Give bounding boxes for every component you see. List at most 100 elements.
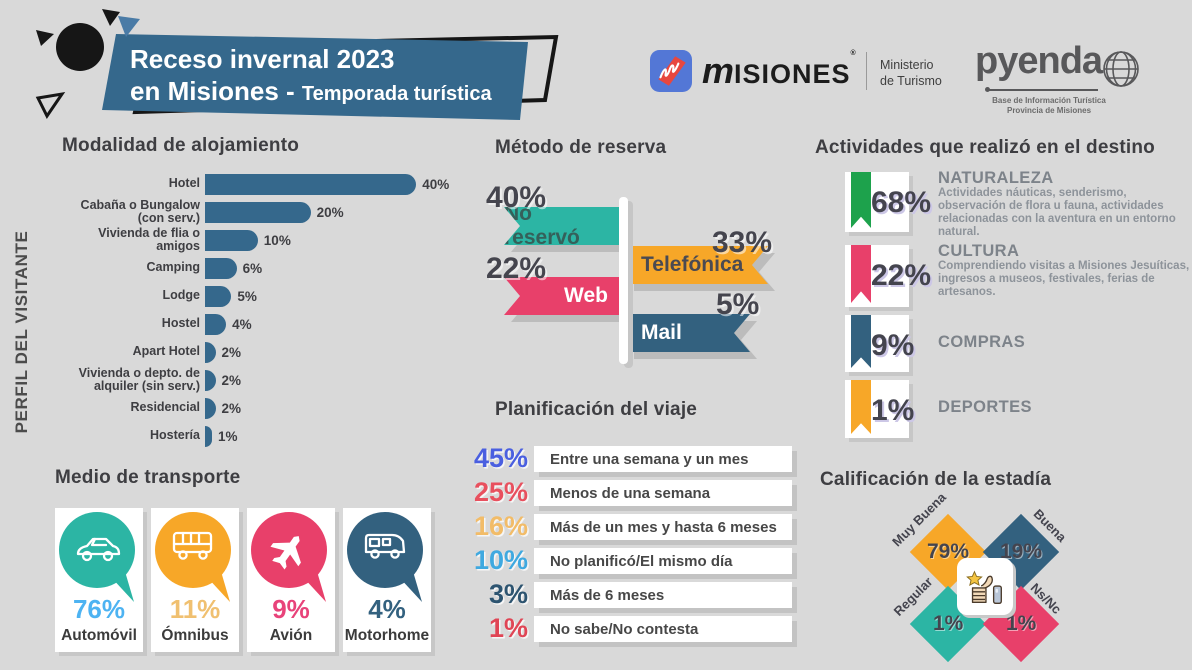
transporte-label: Avión [269,627,313,644]
planificacion-list: 45% Entre una semana y un mes 25% Menos de … [470,443,800,650]
planificacion-bar: Menos de una semana [534,480,792,506]
modalidad-label-line: Hotel [168,176,200,191]
reserva-ribbon: Mail [627,314,750,352]
title-line1: Receso invernal 2023 [130,44,395,74]
reserva-ribbon-label: Mail [641,321,682,344]
globe-icon [1103,51,1139,87]
modalidad-row: Hostería 1% [60,422,480,450]
modalidad-bar [205,285,232,307]
planificacion-bar: Más de un mes y hasta 6 meses [534,514,792,540]
actividad-name: COMPRAS [938,333,1026,351]
title-line2-rest: Temporada turística [301,82,492,105]
calificacion-diagram: 79% Muy Buena 19% Buena 1% Regular 1% Ns/Nc [880,490,1105,667]
planificacion-label: No sabe/No contesta [550,620,699,638]
planificacion-bar: No planificó/El mismo día [534,548,792,574]
actividad-name: NATURALEZA [938,169,1054,187]
section-title-transporte: Medio de transporte [55,467,241,488]
modalidad-row: Vivienda o depto. de alquiler (sin serv.)… [60,366,480,394]
modalidad-label-line: Hostel [161,316,200,331]
planificacion-row: 1% No sabe/No contesta [470,613,800,643]
section-title-planificacion: Planificación del viaje [495,399,698,420]
transporte-label: Motorhome [344,627,430,644]
misiones-logo: mISIONES® [650,50,856,92]
planificacion-bar: Entre una semana y un mes [534,446,792,472]
modalidad-label: Vivienda o depto. de alquiler (sin serv.) [60,365,205,394]
transporte-value: 9% [272,594,310,624]
planificacion-label: Más de 6 meses [550,586,665,604]
transporte-label: Ómnibus [161,627,229,644]
planificacion-label: No planificó/El mismo día [550,552,733,570]
modalidad-value: 4% [232,316,252,332]
page-title: Receso invernal 2023 en Misiones - Tempo… [130,44,492,107]
modalidad-label-line: amigos [156,239,200,253]
blue-triangle-decoration [118,16,140,37]
modalidad-bar [205,173,417,195]
modalidad-row: Residencial 2% [60,394,480,422]
transporte-card: 11% Ómnibus [151,508,239,652]
black-circle-decoration [56,23,104,71]
planificacion-label: Entre una semana y un mes [550,450,749,468]
modalidad-bar [205,369,216,391]
actividad-description: Comprendiendo visitas a Misiones Jesuíti… [938,260,1190,299]
modalidad-value: 6% [242,260,263,276]
modalidad-label-line: Lodge [162,288,201,303]
transporte-value: 76% [72,594,126,624]
modalidad-bar [205,313,227,335]
ministry-label: Ministerio de Turismo [880,58,942,88]
planificacion-value: 3% [488,579,528,609]
reserva-ribbon-label: Web [564,284,608,307]
plane-icon [251,512,327,602]
modalidad-label-line: Vivienda o depto. de [78,365,200,380]
modalidad-value: 2% [221,372,242,388]
reserva-pole [619,197,628,364]
modalidad-label: Vivienda de flia o amigos [60,226,205,254]
planificacion-label: Más de un mes y hasta 6 meses [550,518,777,536]
transporte-value: 4% [368,594,406,624]
reserva-ribbon-shape: Telefónica [627,246,768,284]
modalidad-bar [205,257,237,279]
modalidad-value: 2% [221,344,242,360]
modalidad-label-line: Hostería [149,428,200,443]
reserva-value: 33% [712,226,773,259]
planificacion-row: 10% No planificó/El mismo día [470,545,800,575]
modalidad-bar-chart: Hotel 40% Cabaña o Bungalow (con serv.) 20% V… [60,170,480,450]
modalidad-label: Cabaña o Bungalow (con serv.) [60,197,205,226]
planificacion-value: 1% [488,613,528,643]
modalidad-bar [205,341,216,363]
transporte-card: 4% Motorhome [343,508,431,652]
perfil-del-visitante-label: PERFIL DEL VISITANTE [12,230,31,434]
pyenda-subtitle: Base de Información Turística Provincia … [992,96,1106,116]
planificacion-label: Menos de una semana [550,484,711,502]
modalidad-row: Hostel 4% [60,310,480,338]
black-triangle-decoration [36,30,54,46]
actividad-card [845,172,909,232]
rating-center-card [957,558,1013,615]
modalidad-label-line: (con serv.) [137,211,200,225]
actividad-value: 9% [871,329,915,362]
planificacion-row: 16% Más de un mes y hasta 6 meses [470,511,800,541]
transporte-card: 76% Automóvil [55,508,143,652]
modalidad-label-line: Cabaña o Bungalow [80,197,200,212]
reserva-ribbon: Telefónica [627,246,768,284]
modalidad-row: Cabaña o Bungalow (con serv.) 20% [60,198,480,226]
title-line2-strong: en Misiones - [130,75,302,106]
modalidad-label: Hotel [60,177,205,191]
modalidad-value: 10% [263,232,291,248]
car-icon [59,512,135,602]
bookmark-ribbon-icon [851,380,871,434]
pyenda-line [988,89,1098,91]
modalidad-bar [205,425,212,447]
logo-divider [866,52,867,90]
black-triangle-outline-decoration [35,91,66,119]
modalidad-value: 40% [422,176,450,192]
reserva-value: 22% [486,252,547,285]
actividad-description: Actividades náuticas, senderismo, observ… [938,187,1176,239]
modalidad-value: 20% [316,204,344,220]
transporte-value: 11% [169,594,221,624]
modalidad-label-line: Apart Hotel [132,344,200,359]
modalidad-bar [205,201,311,223]
section-title-calificacion: Calificación de la estadía [820,469,1052,490]
reserva-ribbon-shape: Mail [627,314,750,352]
star-icon [966,569,983,586]
planificacion-value: 45% [473,443,528,473]
